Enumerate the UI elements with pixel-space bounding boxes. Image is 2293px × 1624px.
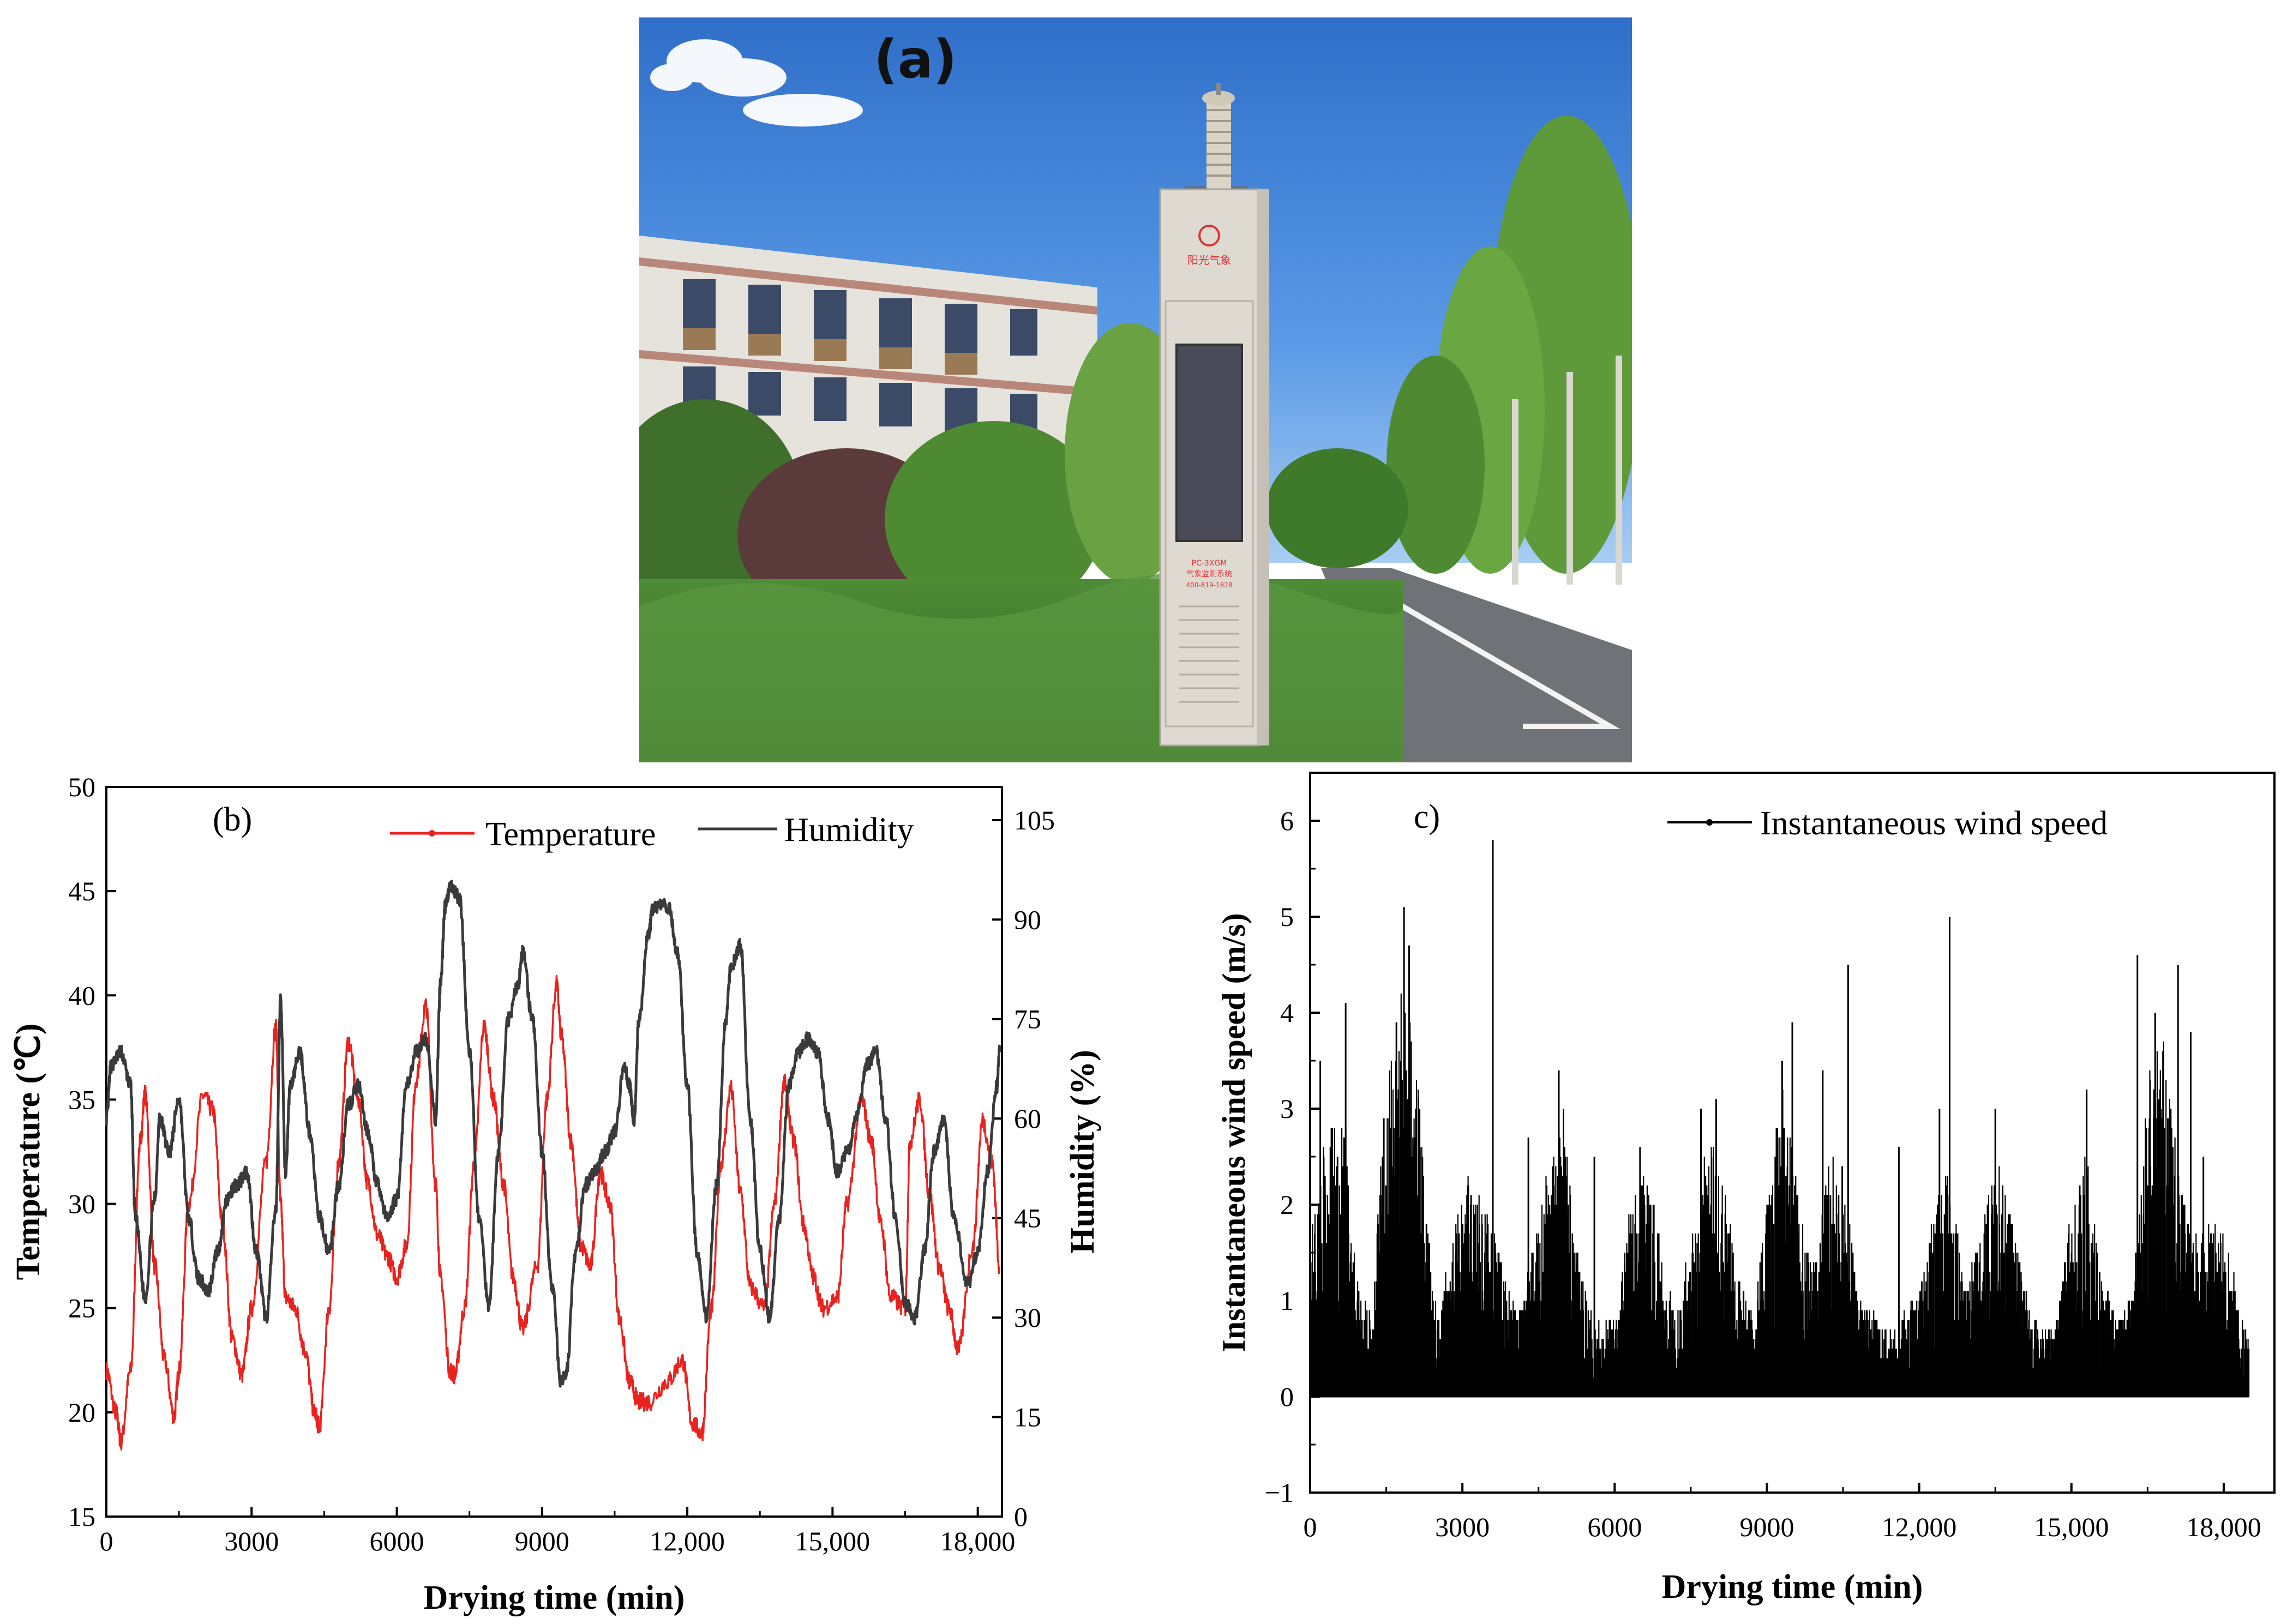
chart-b-xtick-label: 3000 — [224, 1526, 279, 1556]
chart-b-legend: Temperature Humidity — [390, 811, 914, 853]
chart-c-ytick-label: 3 — [1280, 1093, 1294, 1124]
chart-b-ytick-label: 20 — [68, 1397, 95, 1428]
chart-b-y2tick-label: 60 — [1014, 1103, 1041, 1134]
chart-b-y2tick-label: 0 — [1014, 1501, 1028, 1532]
legend-temperature-label: Temperature — [485, 816, 656, 853]
chart-b-ytick-label: 40 — [68, 980, 95, 1011]
chart-b-xtick-label: 12,000 — [650, 1526, 725, 1556]
chart-b-y2tick-label: 105 — [1014, 805, 1055, 835]
chart-b-y2tick-label: 75 — [1014, 1004, 1041, 1034]
chart-b-ytick-label: 45 — [68, 876, 95, 906]
wind-speed-series — [1309, 840, 2250, 1398]
chart-c-ytick-label: 1 — [1280, 1285, 1294, 1316]
wind-speed-bars — [1309, 993, 2250, 1397]
chart-c-panel-label: c) — [1414, 798, 1440, 835]
legend-wind-marker — [1706, 819, 1713, 826]
chart-c-xtick-label: 0 — [1304, 1512, 1317, 1542]
chart-c-ytick-label: 0 — [1280, 1381, 1294, 1412]
chart-b-xtick-label: 6000 — [370, 1526, 424, 1556]
chart-b-y2tick-label: 15 — [1014, 1402, 1041, 1433]
chart-c-xtick-label: 18,000 — [2186, 1512, 2261, 1542]
chart-b-y2tick-label: 30 — [1014, 1302, 1041, 1333]
weather-station-photo: 阳光气象 PC-3XGM 气象监测系统 400-819-1828 (a) — [639, 17, 1632, 762]
chart-c-ytick-label: 2 — [1280, 1189, 1294, 1220]
chart-c-xtick-label: 15,000 — [2034, 1512, 2109, 1542]
chart-c: 0 3000 6000 9000 12,000 15,000 18,000 −1 0 1 2 3 4 5 6… — [1216, 772, 2276, 1605]
chart-c-xtick-label: 3000 — [1435, 1512, 1490, 1542]
chart-c-xtick-label: 6000 — [1587, 1512, 1642, 1542]
sign-system: 气象监测系统 — [1186, 570, 1232, 579]
chart-c-xtick-label: 12,000 — [1882, 1512, 1957, 1542]
temperature-series-line — [105, 975, 1001, 1451]
chart-b-ytick-label: 35 — [68, 1084, 95, 1115]
chart-b-xlabel: Drying time (min) — [424, 1579, 685, 1616]
road-marking — [1363, 582, 1620, 729]
chart-c-xtick-label: 9000 — [1739, 1512, 1794, 1542]
legend-temperature-marker — [429, 830, 435, 837]
chart-c-legend: Instantaneous wind speed — [1667, 805, 2108, 842]
chart-c-ytick-label: 5 — [1280, 901, 1294, 932]
humidity-series-line — [105, 880, 1001, 1388]
chart-b-ytick-label: 50 — [68, 772, 95, 802]
chart-c-ytick-label: 6 — [1280, 805, 1294, 836]
chart-b-y2tick-label: 90 — [1014, 904, 1041, 935]
cloud — [650, 39, 863, 127]
led-display — [1175, 344, 1243, 542]
chart-b-ylabel: Temperature (℃) — [10, 1024, 47, 1280]
legend-humidity-label: Humidity — [784, 811, 914, 849]
chart-b-xtick-label: 0 — [100, 1526, 113, 1556]
chart-b-xtick-label: 18,000 — [940, 1526, 1016, 1556]
chart-b-y2label: Humidity (%) — [1064, 1050, 1101, 1254]
chart-b-xtick-label: 15,000 — [795, 1526, 871, 1556]
chart-c-xlabel: Drying time (min) — [1662, 1568, 1923, 1605]
chart-b-plot-frame — [105, 786, 1003, 1518]
legend-wind-label: Instantaneous wind speed — [1760, 805, 2108, 842]
chart-c-ytick-label: −1 — [1265, 1477, 1294, 1508]
panel-a-label: (a) — [874, 29, 957, 90]
chart-c-plot-frame — [1309, 772, 2276, 1494]
chart-c-ytick-label: 4 — [1280, 997, 1294, 1028]
chart-b-panel-label: (b) — [213, 801, 252, 838]
sign-model: PC-3XGM — [1192, 559, 1227, 568]
sign-brand: 阳光气象 — [1187, 254, 1231, 267]
weather-station: 阳光气象 PC-3XGM 气象监测系统 400-819-1828 — [1159, 83, 1269, 747]
chart-b-y2tick-label: 45 — [1014, 1203, 1041, 1234]
chart-b-xtick-label: 9000 — [515, 1526, 569, 1556]
chart-b: 0 3000 6000 9000 12,000 15,000 18,000 15 20 25 30 3… — [10, 772, 1101, 1616]
chart-c-ylabel: Instantaneous wind speed (m/s) — [1216, 913, 1252, 1352]
chart-b-ytick-label: 25 — [68, 1293, 95, 1324]
chart-b-ytick-label: 15 — [68, 1501, 95, 1532]
sign-phone: 400-819-1828 — [1186, 581, 1232, 589]
chart-b-ytick-label: 30 — [68, 1189, 95, 1219]
